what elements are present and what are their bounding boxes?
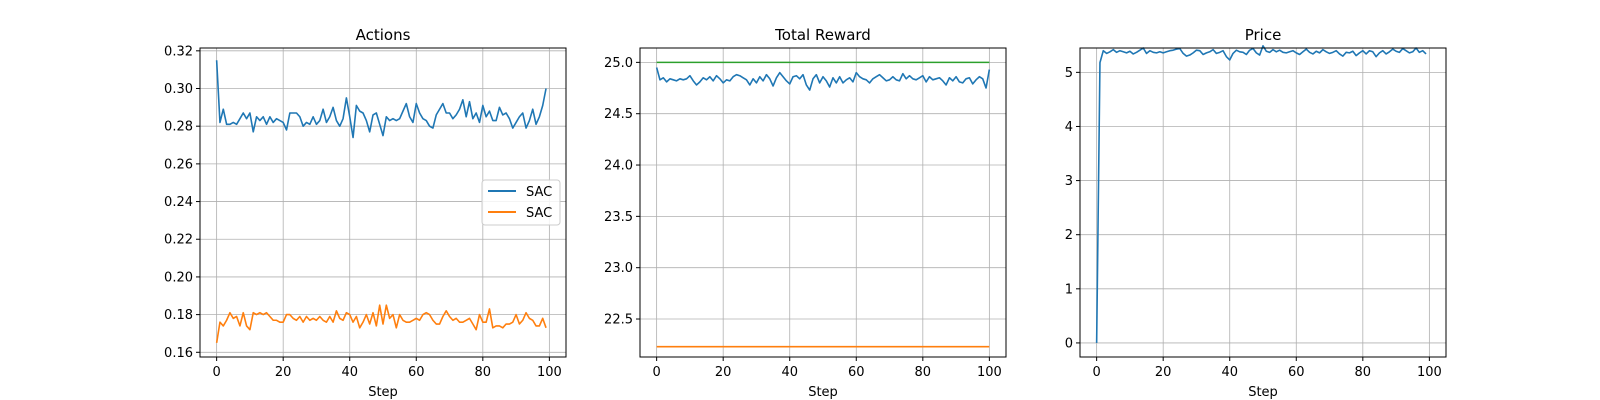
x-tick-label: 40 <box>1221 365 1238 380</box>
y-tick-label: 23.5 <box>604 210 633 225</box>
y-tick-label: 2 <box>1065 228 1073 243</box>
y-tick-label: 1 <box>1065 282 1073 297</box>
y-tick-label: 23.0 <box>604 261 633 276</box>
y-tick-label: 0 <box>1065 336 1073 351</box>
chart-panel-price: 0 20 40 60 80 100 0 1 2 3 4 5 Price Step <box>1065 26 1447 400</box>
y-tick-label: 0.18 <box>164 308 193 323</box>
x-axis-label: Step <box>808 385 838 400</box>
x-tick-label: 0 <box>212 365 220 380</box>
y-tick-label: 0.26 <box>164 157 193 172</box>
y-axis-ticks: 0.16 0.18 0.20 0.22 0.24 0.26 0.28 0.30 0.32 <box>164 44 200 361</box>
x-tick-label: 60 <box>848 365 865 380</box>
chart-title: Price <box>1245 26 1282 44</box>
x-tick-label: 60 <box>1288 365 1305 380</box>
x-tick-label: 20 <box>715 365 732 380</box>
y-tick-label: 0.30 <box>164 82 193 97</box>
y-tick-label: 24.0 <box>604 159 633 174</box>
series-line-1 <box>655 67 991 91</box>
x-tick-label: 80 <box>475 365 492 380</box>
series-layer <box>655 61 991 348</box>
y-tick-label: 0.32 <box>164 44 193 59</box>
x-axis-label: Step <box>1248 385 1278 400</box>
x-tick-label: 40 <box>341 365 358 380</box>
axes-frame <box>1079 47 1447 358</box>
x-axis-ticks: 0 20 40 60 80 100 <box>212 357 562 380</box>
chart-panel-actions: 0 20 40 60 80 100 0.16 0.18 0.20 0.22 0.24 0.26 0.2… <box>164 26 567 400</box>
x-tick-label: 0 <box>1092 365 1100 380</box>
y-tick-label: 0.28 <box>164 120 193 135</box>
y-axis-ticks: 22.5 23.0 23.5 24.0 24.5 25.0 <box>604 56 640 328</box>
x-axis-ticks: 0 20 40 60 80 100 <box>652 357 1002 380</box>
chart-title: Actions <box>356 26 411 44</box>
x-tick-label: 40 <box>781 365 798 380</box>
y-tick-label: 3 <box>1065 174 1073 189</box>
x-tick-label: 80 <box>915 365 932 380</box>
x-tick-label: 20 <box>275 365 292 380</box>
y-tick-label: 5 <box>1065 66 1073 81</box>
x-axis-label: Step <box>368 385 398 400</box>
y-tick-label: 24.5 <box>604 107 633 122</box>
chart-title: Total Reward <box>774 26 871 44</box>
x-tick-label: 100 <box>1417 365 1442 380</box>
y-tick-label: 4 <box>1065 120 1073 135</box>
x-tick-label: 60 <box>408 365 425 380</box>
axes-frame <box>639 47 1007 358</box>
series-line-1 <box>1095 45 1427 343</box>
chart-panel-total-reward: 0 20 40 60 80 100 22.5 23.0 23.5 24.0 24.5 25.0 To… <box>604 26 1007 400</box>
series-line-1 <box>215 60 547 139</box>
axes-frame <box>199 47 567 358</box>
y-tick-label: 0.24 <box>164 195 193 210</box>
legend-label-sac-blue: SAC <box>526 185 552 200</box>
x-tick-label: 100 <box>537 365 562 380</box>
x-tick-label: 80 <box>1355 365 1372 380</box>
x-axis-ticks: 0 20 40 60 80 100 <box>1092 357 1442 380</box>
series-layer <box>215 60 547 343</box>
x-tick-label: 20 <box>1155 365 1172 380</box>
grid <box>640 48 1006 357</box>
y-axis-ticks: 0 1 2 3 4 5 <box>1065 66 1080 351</box>
y-tick-label: 0.22 <box>164 233 193 248</box>
x-tick-label: 100 <box>977 365 1002 380</box>
y-tick-label: 0.16 <box>164 346 193 361</box>
legend: SAC SAC <box>481 179 561 226</box>
grid <box>1080 48 1446 357</box>
y-tick-label: 22.5 <box>604 313 633 328</box>
y-tick-label: 25.0 <box>604 56 633 71</box>
series-line-2 <box>215 304 547 343</box>
legend-label-sac-orange: SAC <box>526 206 552 221</box>
y-tick-label: 0.20 <box>164 270 193 285</box>
x-tick-label: 0 <box>652 365 660 380</box>
series-layer <box>1095 45 1427 343</box>
